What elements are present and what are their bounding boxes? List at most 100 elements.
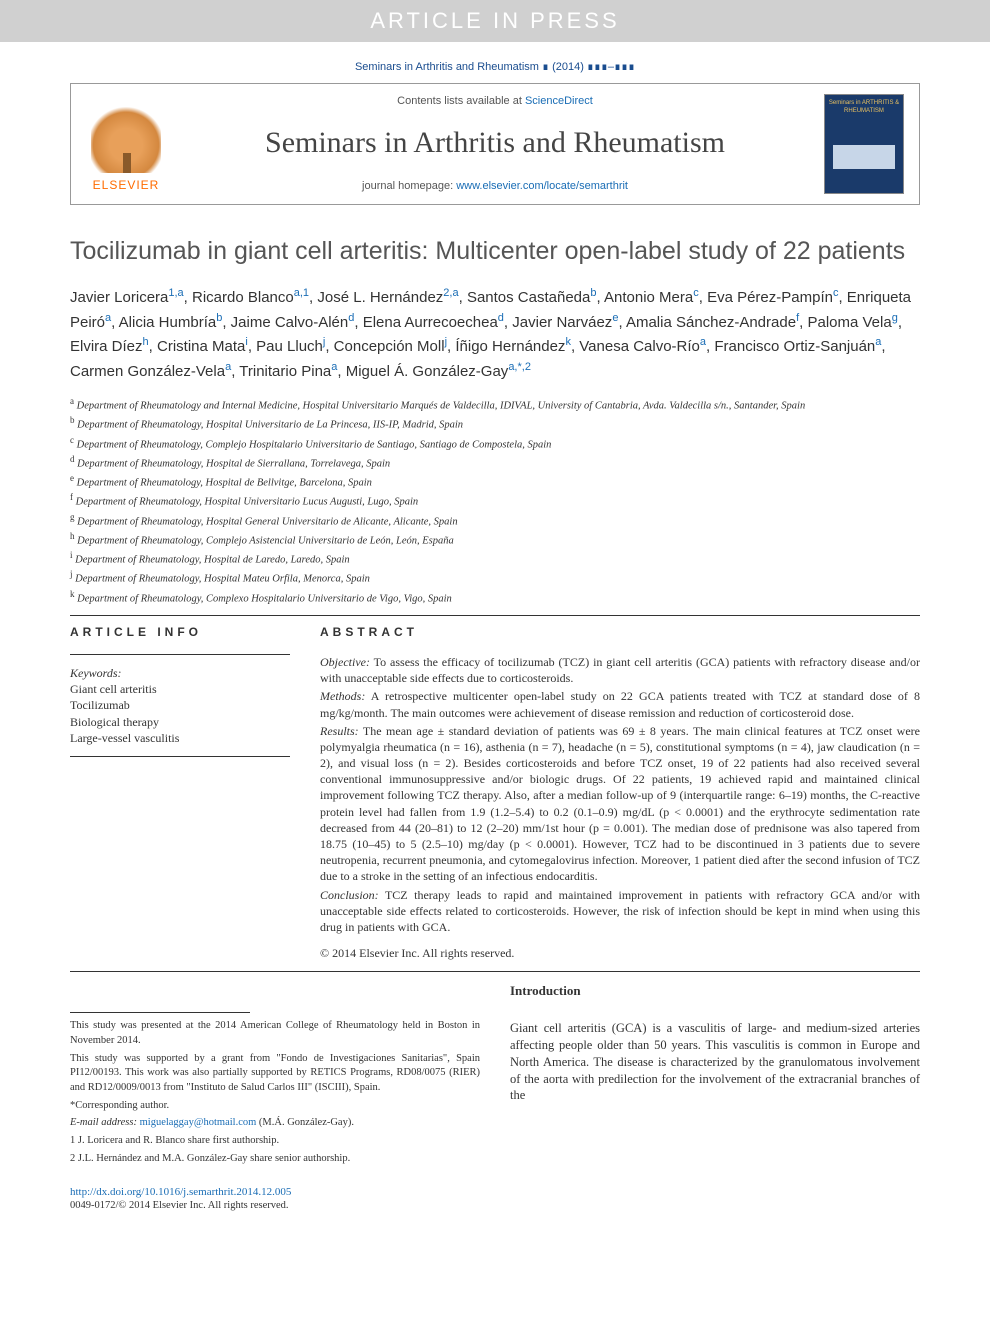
author-affiliation-sup: 1,a [168,287,183,299]
cover-caption: Seminars in ARTHRITIS & RHEUMATISM [825,95,903,115]
author: Ricardo Blanco [192,289,294,306]
author-affiliation-sup: k [565,336,571,348]
footnote-funding: This study was supported by a grant from… [70,1052,480,1096]
author-affiliation-sup: a,*,2 [508,361,531,373]
affiliation: e Department of Rheumatology, Hospital d… [70,472,920,491]
authors-block: Javier Loricera1,a, Ricardo Blancoa,1, J… [70,285,920,383]
email-label: E-mail address: [70,1117,140,1128]
author-affiliation-sup: c [833,287,839,299]
footnote-authorship-1: 1 J. Loricera and R. Blanco share first … [70,1134,480,1149]
author: Antonio Mera [604,289,693,306]
author: Elvira Díez [70,338,143,355]
keyword: Biological therapy [70,714,290,730]
affiliation: h Department of Rheumatology, Complejo A… [70,530,920,549]
author: Concepción Moll [334,338,445,355]
conclusion-label: Conclusion: [320,888,379,902]
author: Carmen González-Vela [70,363,225,380]
author-affiliation-sup: g [892,312,898,324]
affiliation-key: a [70,396,74,406]
author: José L. Hernández [317,289,443,306]
affiliation: c Department of Rheumatology, Complejo H… [70,434,920,453]
email-name: (M.Á. González-Gay). [256,1117,354,1128]
author: Amalia Sánchez-Andrade [626,314,796,331]
publisher-logo-block: ELSEVIER [71,84,181,204]
divider [70,971,920,972]
introduction-column: Introduction Giant cell arteritis (GCA) … [510,982,920,1213]
affiliation: b Department of Rheumatology, Hospital U… [70,414,920,433]
corresponding-author-label: *Corresponding author. [70,1099,480,1114]
affiliation-key: e [70,473,74,483]
abstract-column: ABSTRACT Objective: To assess the effica… [320,624,920,964]
homepage-prefix: journal homepage: [362,180,456,192]
abstract-heading: ABSTRACT [320,624,920,640]
keyword: Large-vessel vasculitis [70,730,290,746]
affiliation-key: h [70,531,75,541]
objective-label: Objective: [320,655,370,669]
divider [70,615,920,616]
contents-prefix: Contents lists available at [397,95,525,107]
affiliation: d Department of Rheumatology, Hospital d… [70,453,920,472]
doi-block: http://dx.doi.org/10.1016/j.semarthrit.2… [70,1185,480,1214]
author: Trinitario Pina [239,363,331,380]
affiliation: f Department of Rheumatology, Hospital U… [70,491,920,510]
author: Eva Pérez-Pampín [707,289,833,306]
keyword: Giant cell arteritis [70,681,290,697]
affiliation-key: d [70,454,75,464]
article-in-press-watermark: ARTICLE IN PRESS [0,0,990,42]
author: Miguel Á. González-Gay [346,363,509,380]
affiliation-key: b [70,415,75,425]
keywords-list: Giant cell arteritisTocilizumabBiologica… [70,681,290,746]
article-info-column: ARTICLE INFO Keywords: Giant cell arteri… [70,624,290,964]
author-affiliation-sup: e [612,312,618,324]
author-affiliation-sup: d [498,312,504,324]
author-affiliation-sup: c [693,287,699,299]
article-info-heading: ARTICLE INFO [70,624,290,640]
author-affiliation-sup: b [216,312,222,324]
affiliation: a Department of Rheumatology and Interna… [70,395,920,414]
results-label: Results: [320,724,359,738]
author: Francisco Ortiz-Sanjuán [714,338,875,355]
author: Pau Lluch [256,338,323,355]
affiliation: k Department of Rheumatology, Complexo H… [70,588,920,607]
author-affiliation-sup: a [331,361,337,373]
issn-copyright: 0049-0172/© 2014 Elsevier Inc. All right… [70,1199,480,1213]
methods-label: Methods: [320,689,365,703]
article-title: Tocilizumab in giant cell arteritis: Mul… [70,235,920,268]
introduction-text: Giant cell arteritis (GCA) is a vasculit… [510,1020,920,1104]
author-affiliation-sup: f [796,312,799,324]
author: Santos Castañeda [467,289,590,306]
affiliation-key: c [70,435,74,445]
author-affiliation-sup: d [348,312,354,324]
contents-line: Contents lists available at ScienceDirec… [181,94,809,109]
author-affiliation-sup: a [700,336,706,348]
author: Jaime Calvo-Alén [231,314,349,331]
objective-text: To assess the efficacy of tocilizumab (T… [320,655,920,685]
doi-link[interactable]: http://dx.doi.org/10.1016/j.semarthrit.2… [70,1186,291,1198]
journal-reference: Seminars in Arthritis and Rheumatism ∎ (… [70,42,920,83]
affiliation-key: i [70,550,73,560]
affiliation: i Department of Rheumatology, Hospital d… [70,549,920,568]
journal-cover-block: Seminars in ARTHRITIS & RHEUMATISM [809,84,919,204]
author: Alicia Humbría [119,314,217,331]
corresponding-email-link[interactable]: miguelaggay@hotmail.com [140,1117,257,1128]
sciencedirect-link[interactable]: ScienceDirect [525,95,593,107]
keyword: Tocilizumab [70,697,290,713]
author-affiliation-sup: a,1 [294,287,309,299]
keywords-label: Keywords: [70,665,290,681]
journal-homepage-link[interactable]: www.elsevier.com/locate/semarthrit [456,180,628,192]
author-affiliation-sup: 2,a [443,287,458,299]
author-affiliation-sup: j [445,336,447,348]
author-affiliation-sup: a [225,361,231,373]
journal-title: Seminars in Arthritis and Rheumatism [181,123,809,164]
homepage-line: journal homepage: www.elsevier.com/locat… [181,179,809,194]
journal-header-box: ELSEVIER Contents lists available at Sci… [70,83,920,205]
author-affiliation-sup: j [323,336,325,348]
author-affiliation-sup: h [143,336,149,348]
conclusion-text: TCZ therapy leads to rapid and maintaine… [320,888,920,934]
publisher-name: ELSEVIER [93,177,160,193]
author: Paloma Vela [807,314,891,331]
elsevier-tree-icon [91,103,161,173]
author-affiliation-sup: i [245,336,247,348]
affiliation-key: k [70,589,75,599]
author: Javier Narváez [512,314,612,331]
